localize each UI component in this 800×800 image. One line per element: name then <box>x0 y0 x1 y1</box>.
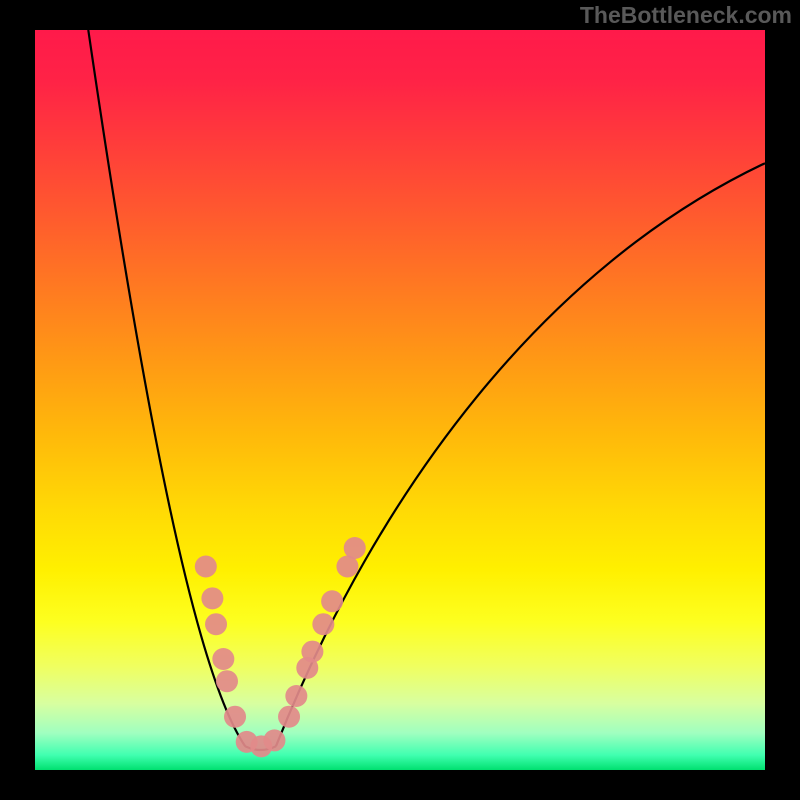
marker-dot <box>312 613 334 635</box>
marker-dot <box>321 590 343 612</box>
watermark-text: TheBottleneck.com <box>580 2 792 29</box>
marker-dot <box>201 587 223 609</box>
chart-container: TheBottleneck.com <box>0 0 800 800</box>
marker-dot <box>212 648 234 670</box>
chart-gradient-bg <box>35 30 765 770</box>
marker-dot <box>216 670 238 692</box>
marker-dot <box>205 613 227 635</box>
marker-dot <box>278 706 300 728</box>
bottleneck-chart <box>0 0 800 800</box>
marker-dot <box>301 641 323 663</box>
marker-dot <box>285 685 307 707</box>
marker-dot <box>263 729 285 751</box>
marker-dot <box>344 537 366 559</box>
marker-dot <box>224 706 246 728</box>
marker-dot <box>195 556 217 578</box>
